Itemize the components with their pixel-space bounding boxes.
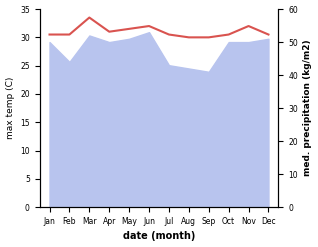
Y-axis label: med. precipitation (kg/m2): med. precipitation (kg/m2) [303, 40, 313, 176]
Y-axis label: max temp (C): max temp (C) [5, 77, 15, 139]
X-axis label: date (month): date (month) [123, 231, 195, 242]
